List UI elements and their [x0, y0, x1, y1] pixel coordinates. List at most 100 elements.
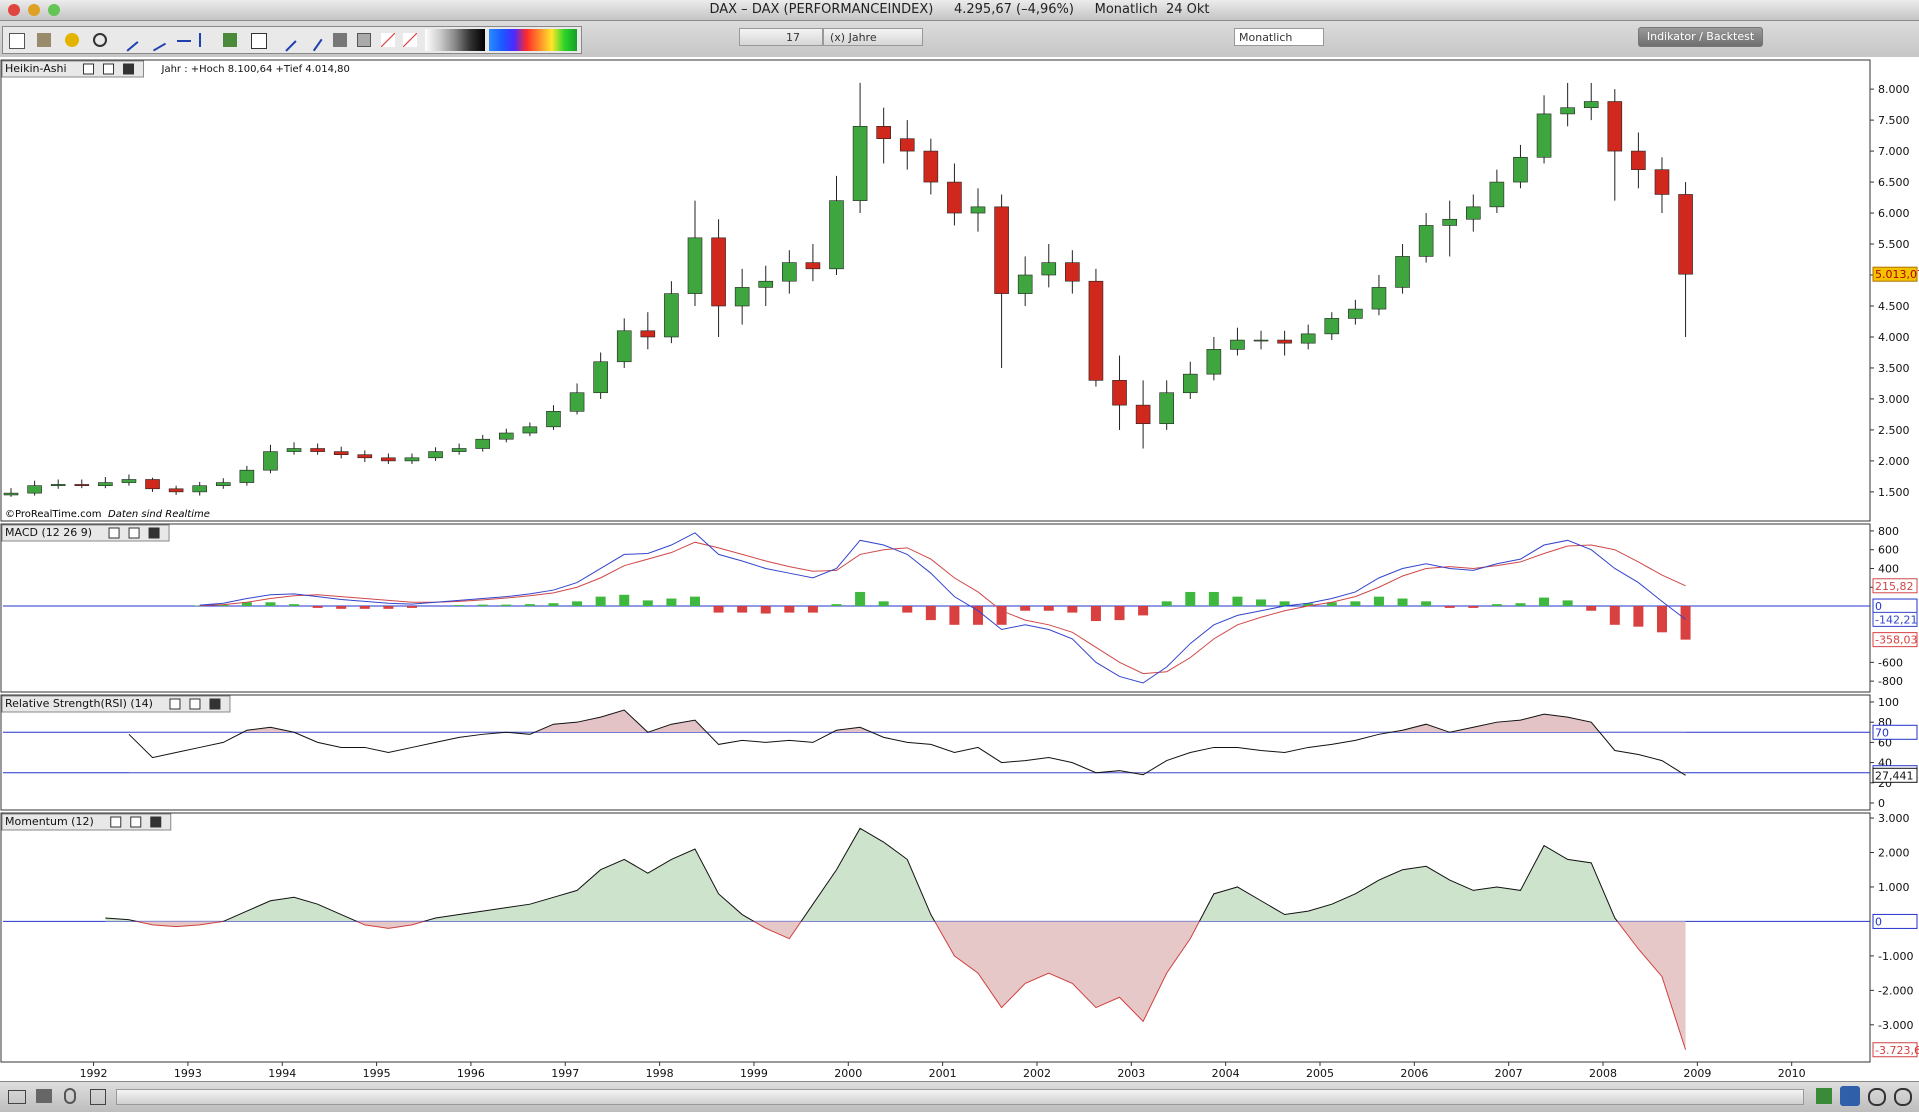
color-palette[interactable]: [489, 29, 577, 51]
gann-tool[interactable]: [301, 31, 322, 52]
years-input[interactable]: 17: [739, 28, 823, 46]
save-icon[interactable]: [90, 1089, 106, 1105]
x-tick-label: 1995: [363, 1067, 391, 1080]
histogram-bar: [1209, 592, 1219, 606]
window-icon[interactable]: [129, 528, 139, 538]
wave-tool[interactable]: [403, 33, 417, 47]
text-tool[interactable]: [251, 33, 267, 49]
settings-icon[interactable]: [170, 699, 180, 709]
candle-body: [1396, 256, 1410, 287]
line-tool[interactable]: [117, 30, 138, 51]
candle-body: [570, 393, 584, 412]
fib-tool[interactable]: [223, 33, 237, 47]
histogram-bar: [1468, 606, 1478, 608]
y-tick-label: 2.000: [1878, 846, 1910, 859]
value-tag-label: 5.013,07: [1875, 268, 1919, 281]
pointer-tool[interactable]: [9, 33, 25, 49]
link-icon[interactable]: [64, 1088, 76, 1104]
channel-tool[interactable]: [275, 30, 296, 51]
ruler-tool[interactable]: [37, 33, 51, 47]
candle-body: [452, 449, 466, 452]
histogram-bar: [1681, 606, 1691, 640]
hammer-tool[interactable]: [333, 33, 347, 47]
trend-tool[interactable]: [381, 33, 395, 47]
histogram-bar: [1044, 606, 1054, 611]
candle-body: [1537, 114, 1551, 157]
panel-title: Heikin-Ashi: [5, 62, 67, 75]
candle-body: [853, 126, 867, 200]
x-tick-label: 1996: [457, 1067, 485, 1080]
zoom-tool[interactable]: [93, 33, 107, 47]
gray-palette[interactable]: [425, 29, 485, 51]
histogram-bar: [1020, 606, 1030, 611]
delete-tool[interactable]: [357, 33, 371, 47]
candle-body: [1301, 334, 1315, 343]
candle-body: [829, 201, 843, 269]
candle-body: [358, 455, 372, 458]
close-icon[interactable]: [124, 64, 134, 74]
candle-body: [1679, 194, 1693, 274]
candle-body: [641, 331, 655, 337]
candle-body: [947, 182, 961, 213]
window-icon[interactable]: [190, 699, 200, 709]
x-tick-label: 2008: [1589, 1067, 1617, 1080]
candle-body: [546, 411, 560, 426]
window-period: Monatlich 24 Okt: [1095, 2, 1210, 17]
histogram-bar: [1610, 606, 1620, 625]
alert-tool[interactable]: [65, 33, 79, 47]
value-tag-label: 0: [1875, 915, 1882, 928]
chart-type-icon[interactable]: [1816, 1088, 1832, 1104]
hline-tool[interactable]: [177, 33, 191, 42]
interval-select[interactable]: Monatlich: [1234, 28, 1324, 46]
mail-icon[interactable]: [8, 1090, 26, 1104]
vline-tool[interactable]: [199, 33, 215, 47]
histogram-bar: [690, 597, 700, 606]
close-icon[interactable]: [149, 528, 159, 538]
candle-body: [1631, 151, 1645, 170]
histogram-bar: [1586, 606, 1596, 611]
candle-body: [334, 452, 348, 455]
candle-body: [1018, 275, 1032, 294]
candle-body: [664, 294, 678, 337]
scrollbar[interactable]: [116, 1089, 1804, 1105]
candle-body: [429, 452, 443, 458]
candle-body: [240, 470, 254, 482]
indicator-button[interactable]: Indikator / Backtest: [1638, 27, 1763, 47]
zoom-button[interactable]: [48, 4, 60, 16]
close-button[interactable]: [8, 4, 20, 16]
y-tick-label: -600: [1878, 656, 1903, 669]
candle-body: [287, 449, 301, 452]
candle-body: [1207, 349, 1221, 374]
zoom-fit-icon[interactable]: [1840, 1086, 1860, 1106]
zoom-in-icon[interactable]: [1894, 1088, 1912, 1106]
y-tick-label: 8.000: [1878, 83, 1910, 96]
y-tick-label: 7.500: [1878, 114, 1910, 127]
histogram-bar: [643, 600, 653, 606]
settings-icon[interactable]: [84, 64, 94, 74]
candle-body: [1089, 281, 1103, 380]
value-tag: 70: [1873, 725, 1917, 739]
y-tick-label: 1.500: [1878, 486, 1910, 499]
candle-body: [688, 238, 702, 294]
y-tick-label: 0: [1878, 797, 1885, 810]
candle-body: [122, 479, 136, 482]
candle-body: [1608, 102, 1622, 152]
close-icon[interactable]: [210, 699, 220, 709]
close-icon[interactable]: [151, 817, 161, 827]
candle-body: [1325, 318, 1339, 333]
unit-select[interactable]: (x) Jahre: [823, 28, 923, 46]
candle-body: [1254, 340, 1268, 341]
zoom-out-icon[interactable]: [1868, 1088, 1886, 1106]
ray-tool[interactable]: [146, 31, 166, 52]
panel-frame: [1, 60, 1870, 521]
window-icon[interactable]: [131, 817, 141, 827]
y-tick-label: 1.000: [1878, 881, 1910, 894]
settings-icon[interactable]: [111, 817, 121, 827]
histogram-bar: [1633, 606, 1643, 627]
print-icon[interactable]: [36, 1089, 52, 1103]
minimize-button[interactable]: [28, 4, 40, 16]
window-icon[interactable]: [104, 64, 114, 74]
x-tick-label: 1994: [268, 1067, 296, 1080]
y-tick-label: -800: [1878, 675, 1903, 688]
settings-icon[interactable]: [109, 528, 119, 538]
